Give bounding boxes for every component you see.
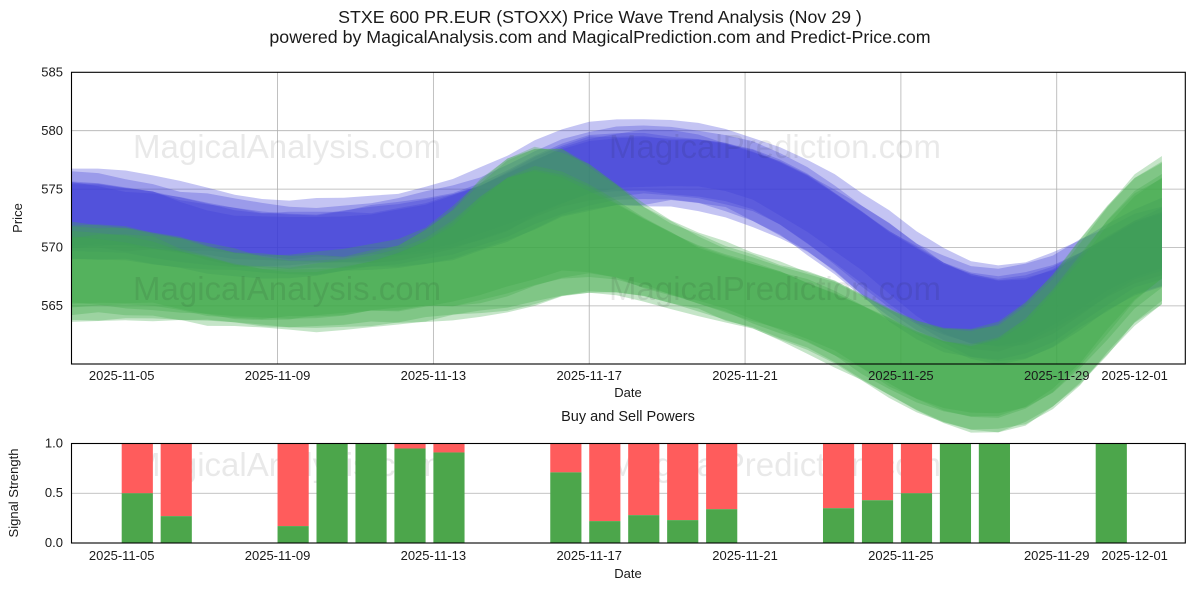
svg-text:2025-11-29: 2025-11-29 [1024,548,1090,563]
svg-text:2025-11-13: 2025-11-13 [401,368,467,383]
svg-text:575: 575 [41,181,63,196]
svg-text:565: 565 [41,298,63,313]
svg-text:2025-11-25: 2025-11-25 [868,548,934,563]
svg-text:Buy and Sell Powers: Buy and Sell Powers [561,409,695,425]
svg-text:Price: Price [10,203,25,233]
svg-text:2025-12-01: 2025-12-01 [1101,548,1168,563]
svg-text:2025-11-17: 2025-11-17 [556,368,622,383]
svg-text:MagicalPrediction.com: MagicalPrediction.com [609,128,941,165]
svg-text:Signal Strength: Signal Strength [6,449,21,538]
svg-text:2025-11-09: 2025-11-09 [245,368,311,383]
svg-text:2025-11-13: 2025-11-13 [401,548,467,563]
svg-text:Date: Date [614,566,641,581]
svg-text:2025-11-21: 2025-11-21 [712,548,778,563]
svg-text:2025-11-05: 2025-11-05 [89,368,155,383]
svg-text:2025-11-09: 2025-11-09 [245,548,311,563]
svg-text:2025-11-25: 2025-11-25 [868,368,934,383]
svg-text:STXE 600 PR.EUR (STOXX) Price: STXE 600 PR.EUR (STOXX) Price Wave Trend… [338,7,862,27]
svg-text:2025-11-29: 2025-11-29 [1024,368,1090,383]
svg-text:580: 580 [41,123,63,138]
svg-text:MagicalAnalysis.com: MagicalAnalysis.com [133,270,441,307]
svg-text:2025-11-05: 2025-11-05 [89,548,155,563]
svg-text:2025-11-17: 2025-11-17 [556,548,622,563]
svg-text:2025-11-21: 2025-11-21 [712,368,778,383]
svg-text:1.0: 1.0 [45,436,63,451]
svg-text:585: 585 [41,65,63,80]
svg-text:0.5: 0.5 [45,485,63,500]
svg-text:powered by MagicalAnalysis.com: powered by MagicalAnalysis.com and Magic… [269,27,930,47]
svg-text:MagicalPrediction.com: MagicalPrediction.com [609,270,941,307]
svg-text:570: 570 [41,240,63,255]
svg-text:2025-12-01: 2025-12-01 [1101,368,1168,383]
svg-text:0.0: 0.0 [45,535,63,550]
svg-text:Date: Date [614,385,641,400]
svg-text:MagicalAnalysis.com: MagicalAnalysis.com [133,128,441,165]
